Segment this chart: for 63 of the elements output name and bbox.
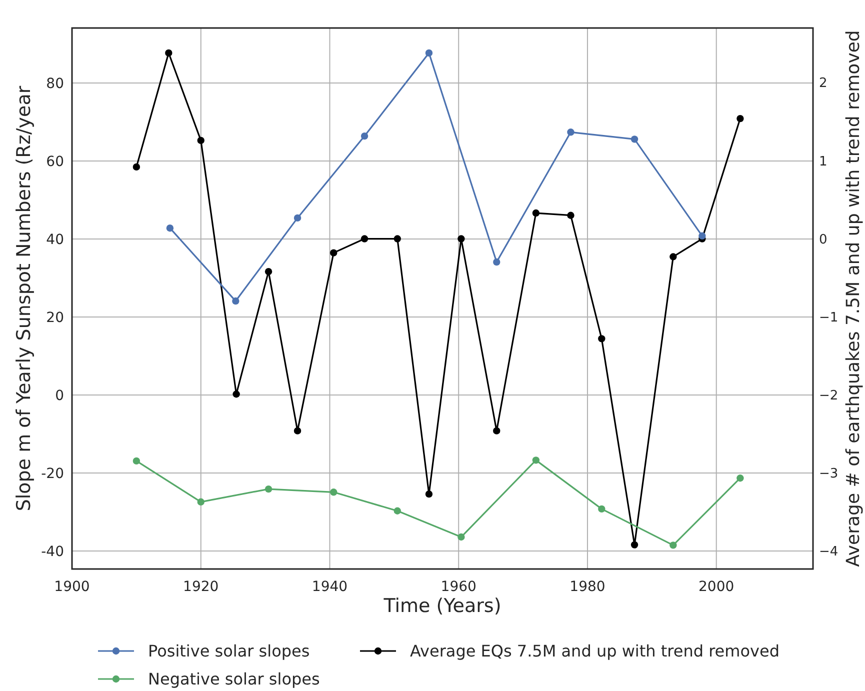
y2-axis-title: Average # of earthquakes 7.5M and up with trend removed (843, 30, 864, 567)
point (567, 128, 574, 136)
point (598, 335, 606, 342)
point (264, 268, 272, 276)
point (532, 456, 540, 464)
point (598, 505, 606, 513)
y2-tick-label: −2 (819, 388, 838, 404)
x-tick-label: 1980 (570, 579, 606, 595)
y-tick-label: -40 (41, 544, 64, 560)
point (166, 224, 174, 232)
point (330, 249, 338, 256)
y-tick-label: 80 (46, 76, 64, 92)
legend-label: Positive solar slopes (148, 642, 310, 661)
point (165, 49, 172, 57)
y2-tick-label: −3 (819, 466, 838, 482)
point (736, 474, 744, 482)
point (197, 136, 204, 144)
point (132, 163, 140, 171)
point (360, 235, 368, 242)
x-tick-label: 1920 (183, 579, 219, 595)
legend-label: Average EQs 7.5M and up with trend removed (410, 642, 780, 661)
y-tick-label: 60 (46, 154, 64, 170)
y-tick-label: 20 (46, 310, 64, 326)
point (736, 114, 744, 122)
y2-tick-label: −4 (819, 544, 838, 560)
x-tick-label: 1900 (54, 579, 90, 595)
y-axis-title: Slope m of Yearly Sunspot Numbers (Rz/year (13, 86, 35, 512)
point (360, 132, 368, 140)
legend-label: Negative solar slopes (148, 670, 320, 689)
point (458, 533, 465, 541)
x-tick-label: 1960 (440, 579, 476, 595)
point (294, 214, 302, 222)
y2-tick-label: 1 (819, 154, 828, 170)
point (197, 498, 204, 506)
y-tick-label: 0 (55, 388, 64, 404)
point (493, 258, 500, 266)
y2-tick-label: 2 (819, 76, 828, 92)
x-tick-label: 2000 (698, 579, 734, 595)
point (567, 212, 574, 219)
point (264, 485, 272, 493)
point (458, 235, 465, 242)
point (425, 490, 433, 498)
y-tick-label: -20 (41, 466, 64, 482)
point (132, 457, 140, 465)
point (232, 390, 240, 398)
point (532, 209, 540, 217)
point (670, 253, 677, 260)
point (698, 232, 706, 240)
point (630, 541, 638, 548)
point (394, 235, 401, 242)
x-axis-title: Time (Years) (382, 595, 502, 617)
point (630, 136, 638, 143)
point (232, 297, 240, 305)
y2-tick-label: −1 (819, 310, 838, 326)
point (294, 427, 302, 434)
point (394, 507, 401, 514)
point (670, 542, 677, 549)
y2-tick-label: 0 (819, 232, 828, 248)
point (425, 49, 433, 57)
point (493, 427, 500, 434)
x-tick-label: 1940 (312, 579, 348, 595)
point (330, 488, 338, 496)
y-tick-label: 40 (46, 232, 64, 248)
